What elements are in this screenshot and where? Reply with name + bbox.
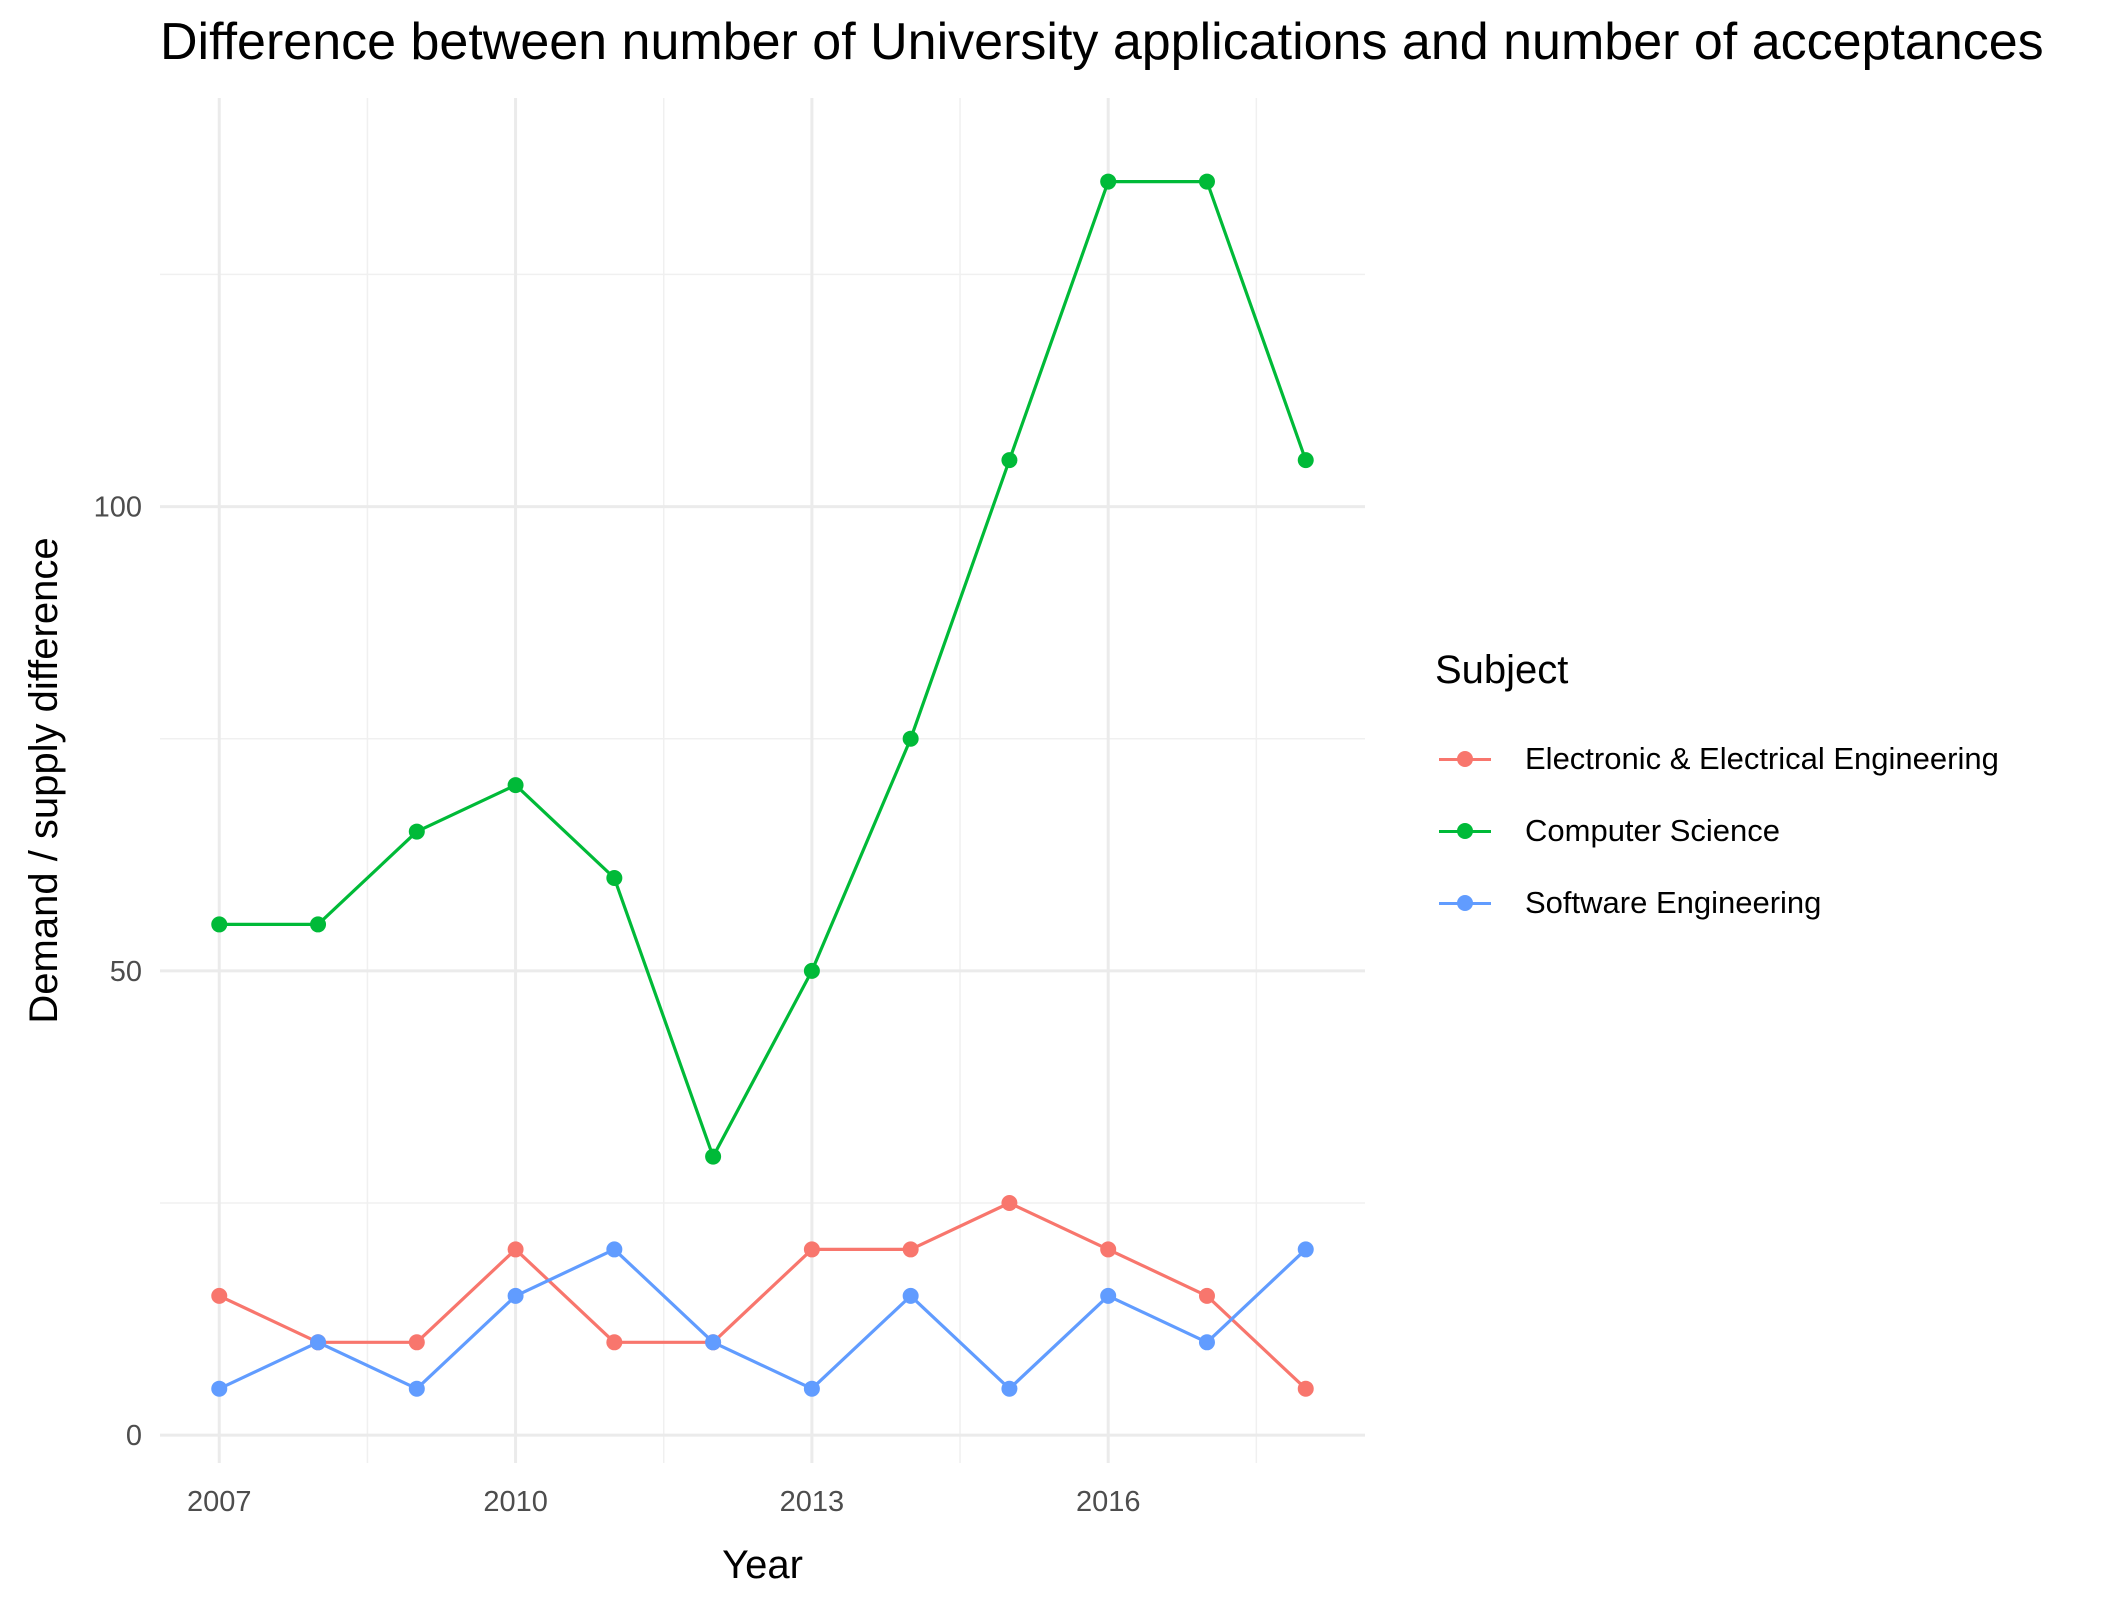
data-point: [902, 1287, 919, 1304]
legend: Subject Electronic & Electrical Engineer…: [1435, 648, 1999, 939]
data-point: [1001, 1195, 1018, 1211]
data-point: [705, 1334, 722, 1351]
data-point: [1198, 173, 1215, 190]
chart-title: Difference between number of University …: [160, 13, 2044, 71]
tick-labels: 2007 2010 2013 2016 0 50 100: [94, 492, 1141, 1518]
data-point: [606, 1241, 623, 1258]
series-line: [218, 1201, 1307, 1390]
legend-title: Subject: [1435, 648, 1569, 692]
legend-key: [1435, 747, 1495, 771]
data-point: [1297, 1241, 1314, 1258]
x-axis-title: Year: [722, 1543, 803, 1587]
series-line: [219, 180, 1308, 1159]
y-axis-title: Demand / supply difference: [22, 537, 66, 1023]
legend-key: [1435, 891, 1495, 915]
data-point: [1198, 1287, 1215, 1304]
data-point: [1001, 1380, 1018, 1397]
data-point: [902, 1241, 919, 1258]
data-point: [507, 1241, 524, 1258]
data-point: [408, 1380, 425, 1397]
grid-major: [160, 98, 1365, 1463]
y-tick-label: 100: [94, 492, 142, 524]
x-tick-label: 2007: [187, 1486, 252, 1518]
data-point: [803, 962, 820, 979]
grid-minor: [160, 98, 1365, 1463]
series-line: [218, 1247, 1307, 1391]
data-point: [902, 730, 919, 747]
data-point: [1198, 1334, 1215, 1351]
data-point: [803, 1241, 820, 1258]
x-tick-label: 2013: [780, 1486, 845, 1518]
data-point: [211, 1287, 228, 1304]
legend-label: Software Engineering: [1525, 885, 1822, 920]
data-point: [507, 1287, 524, 1304]
data-point: [1100, 1241, 1117, 1258]
data-point: [310, 1334, 327, 1351]
data-point: [408, 1334, 425, 1351]
data-point: [606, 870, 623, 886]
data-point: [1297, 452, 1314, 469]
data-point: [507, 777, 524, 794]
y-tick-label: 50: [110, 956, 142, 988]
x-tick-label: 2016: [1076, 1486, 1141, 1518]
data-point: [211, 916, 228, 933]
legend-item-electronic-electrical-engineering: Electronic & Electrical Engineering: [1435, 723, 1999, 795]
legend-item-software-engineering: Software Engineering: [1435, 867, 1999, 939]
data-point: [310, 916, 327, 933]
x-tick-label: 2010: [483, 1486, 548, 1518]
legend-label: Computer Science: [1525, 813, 1781, 848]
data-point: [211, 1380, 228, 1397]
legend-label: Electronic & Electrical Engineering: [1525, 741, 1999, 776]
data-point: [408, 823, 425, 840]
series-layer: [211, 173, 1314, 1397]
y-tick-label: 0: [126, 1420, 142, 1452]
data-point: [1100, 1287, 1117, 1304]
data-point: [1001, 452, 1018, 469]
data-point: [1100, 173, 1117, 190]
data-point: [705, 1148, 722, 1165]
data-point: [1297, 1380, 1314, 1397]
legend-dot: [1457, 823, 1473, 839]
data-point: [606, 1334, 623, 1351]
legend-dot: [1457, 751, 1473, 767]
legend-dot: [1457, 895, 1473, 911]
data-point: [803, 1380, 820, 1397]
legend-item-computer-science: Computer Science: [1435, 795, 1999, 867]
legend-key: [1435, 819, 1495, 843]
